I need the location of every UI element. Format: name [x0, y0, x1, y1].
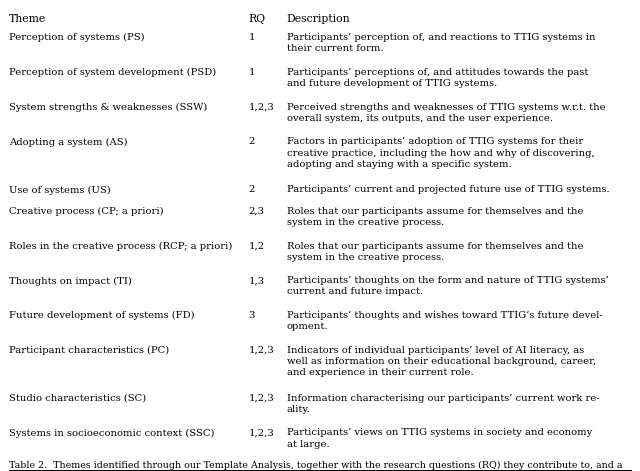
Text: 2: 2	[248, 186, 255, 195]
Text: 1,3: 1,3	[248, 276, 264, 285]
Text: Table 2.  Themes identified through our Template Analysis, together with the res: Table 2. Themes identified through our T…	[9, 461, 623, 471]
Text: 1,2,3: 1,2,3	[248, 394, 274, 403]
Text: Description: Description	[287, 14, 350, 24]
Text: 1,2,3: 1,2,3	[248, 346, 274, 355]
Text: 1,2,3: 1,2,3	[248, 103, 274, 112]
Text: 1,2: 1,2	[248, 242, 264, 251]
Text: 2: 2	[248, 138, 255, 146]
Text: Perception of systems (PS): Perception of systems (PS)	[9, 33, 145, 42]
Text: Systems in socioeconomic context (SSC): Systems in socioeconomic context (SSC)	[9, 429, 214, 438]
Text: 1: 1	[248, 33, 255, 42]
Text: Roles that our participants assume for themselves and the
system in the creative: Roles that our participants assume for t…	[287, 207, 583, 227]
Text: Participants’ perception of, and reactions to TTIG systems in
their current form: Participants’ perception of, and reactio…	[287, 33, 595, 53]
Text: Information characterising our participants’ current work re-
ality.: Information characterising our participa…	[287, 394, 600, 414]
Text: Perceived strengths and weaknesses of TTIG systems w.r.t. the
overall system, it: Perceived strengths and weaknesses of TT…	[287, 103, 605, 123]
Text: Participants’ perceptions of, and attitudes towards the past
and future developm: Participants’ perceptions of, and attitu…	[287, 68, 588, 88]
Text: Theme: Theme	[9, 14, 46, 24]
Text: Roles in the creative process (RCP; a priori): Roles in the creative process (RCP; a pr…	[9, 242, 232, 251]
Text: Adopting a system (AS): Adopting a system (AS)	[9, 138, 127, 146]
Text: 3: 3	[248, 311, 255, 320]
Text: Creative process (CP; a priori): Creative process (CP; a priori)	[9, 207, 164, 216]
Text: Participants’ current and projected future use of TTIG systems.: Participants’ current and projected futu…	[287, 186, 609, 195]
Text: Roles that our participants assume for themselves and the
system in the creative: Roles that our participants assume for t…	[287, 242, 583, 262]
Text: Participants’ thoughts and wishes toward TTIG’s future devel-
opment.: Participants’ thoughts and wishes toward…	[287, 311, 602, 331]
Text: Use of systems (US): Use of systems (US)	[9, 186, 111, 195]
Text: System strengths & weaknesses (SSW): System strengths & weaknesses (SSW)	[9, 103, 207, 112]
Text: RQ: RQ	[248, 14, 266, 24]
Text: Factors in participants’ adoption of TTIG systems for their
creative practice, i: Factors in participants’ adoption of TTI…	[287, 138, 595, 169]
Text: 1: 1	[248, 68, 255, 77]
Text: Participants’ thoughts on the form and nature of TTIG systems’
current and futur: Participants’ thoughts on the form and n…	[287, 276, 609, 296]
Text: Studio characteristics (SC): Studio characteristics (SC)	[9, 394, 146, 403]
Text: Participants’ views on TTIG systems in society and economy
at large.: Participants’ views on TTIG systems in s…	[287, 429, 592, 448]
Text: Thoughts on impact (TI): Thoughts on impact (TI)	[9, 276, 132, 285]
Text: Perception of system development (PSD): Perception of system development (PSD)	[9, 68, 216, 77]
Text: 1,2,3: 1,2,3	[248, 429, 274, 438]
Text: Participant characteristics (PC): Participant characteristics (PC)	[9, 346, 169, 355]
Text: Future development of systems (FD): Future development of systems (FD)	[9, 311, 195, 320]
Text: 2,3: 2,3	[248, 207, 264, 216]
Text: Indicators of individual participants’ level of AI literacy, as
well as informat: Indicators of individual participants’ l…	[287, 346, 596, 377]
